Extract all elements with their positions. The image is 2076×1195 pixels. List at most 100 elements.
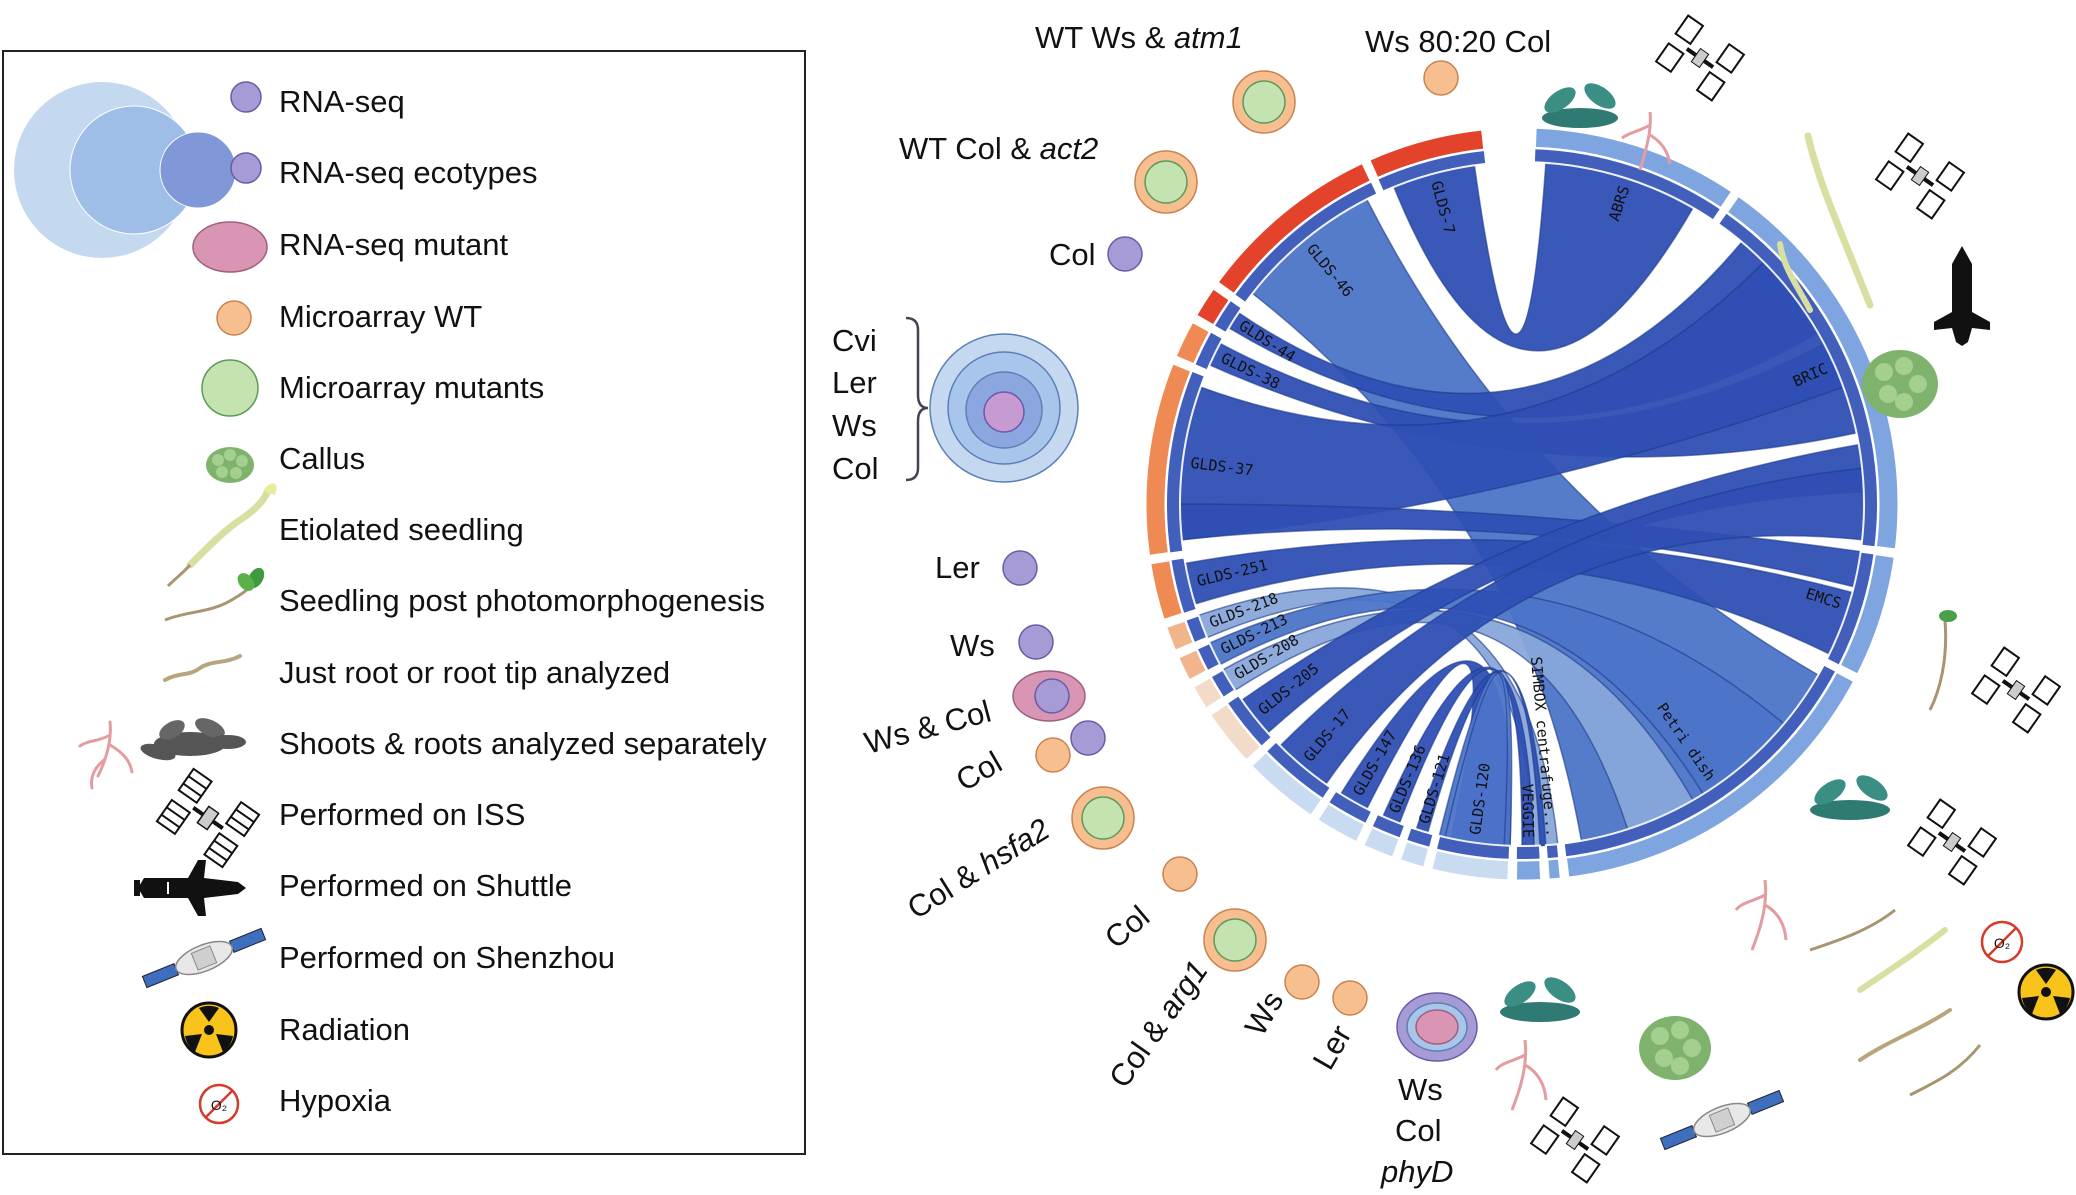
simbox-shenzhou-icon xyxy=(1659,1089,1785,1151)
glds37-line-2: Ws xyxy=(832,408,877,443)
petri-root2-icon xyxy=(1858,1008,1952,1062)
glds251-rnaseq-icon xyxy=(1002,550,1038,586)
legend-label-rnaseq-ecotypes: RNA-seq ecotypes xyxy=(279,155,538,190)
glds46-icon xyxy=(1232,70,1296,134)
sector-rim-glds-251 xyxy=(1169,556,1199,616)
glds213-icon xyxy=(1012,670,1086,722)
bric-etiolated2-icon xyxy=(1777,241,1813,313)
sector-rim-abrs xyxy=(1532,147,1723,222)
glds38-rnaseq-icon xyxy=(1107,236,1143,272)
sector-rim-glds-7 xyxy=(1375,148,1488,193)
sector-rim-glds-147 xyxy=(1326,789,1374,826)
chord-ribbons xyxy=(1179,162,1865,847)
glds208-rnaseq-icon xyxy=(1070,720,1106,756)
pink-ellipse-icon xyxy=(192,221,268,273)
glds44-mutant: act2 xyxy=(1040,131,1099,166)
sector-arc-veggie xyxy=(1513,857,1544,883)
shenzhou-icon xyxy=(141,927,267,989)
bric-etiolated-icon xyxy=(1804,132,1874,309)
glds218-annotation: Ws xyxy=(950,628,995,663)
sector-arc-simbox xyxy=(1545,856,1564,882)
legend-label-microarray-wt: Microarray WT xyxy=(279,299,483,334)
emcs-seedling-icon xyxy=(1928,619,1948,711)
root-icon xyxy=(163,654,242,682)
glds17-annotation: Col xyxy=(1098,899,1156,956)
bric-shuttle-icon xyxy=(1934,246,1990,346)
glds37-line-3: Col xyxy=(832,451,879,486)
petri-seedling1-icon xyxy=(1809,908,1896,952)
legend-label-etiolated: Etiolated seedling xyxy=(279,512,524,547)
sector-rim-glds-213 xyxy=(1195,641,1222,673)
glds46-annotation: WT Ws & atm1 xyxy=(1035,20,1243,55)
glds121-microarray-icon xyxy=(1332,980,1368,1016)
glds37-line-0: Cvi xyxy=(832,323,877,358)
abrs-shoot-icon xyxy=(1542,83,1618,128)
glds120-line-1: Col xyxy=(1395,1113,1442,1148)
glds147-prefix: Col & xyxy=(1102,1005,1179,1094)
radiation-icon xyxy=(180,1001,238,1059)
glds120-mutant: phyD xyxy=(1380,1154,1453,1189)
glds120-iss-icon xyxy=(1529,1096,1621,1184)
sector-rim-veggie xyxy=(1514,844,1542,862)
sector-rim-glds-37 xyxy=(1165,369,1207,555)
hypoxia-icon: O₂ xyxy=(198,1083,240,1125)
emcs-leaf-icon xyxy=(1939,610,1957,622)
abrs-root-icon xyxy=(1621,111,1672,171)
glds205-annotation: Col & hsfa2 xyxy=(901,811,1055,926)
etiolated-seedling-icon xyxy=(166,483,277,588)
glds37-brace xyxy=(905,316,929,482)
glds205-prefix: Col & xyxy=(901,852,991,926)
legend-label-iss: Performed on ISS xyxy=(279,797,526,832)
callus-icon xyxy=(206,447,254,483)
legend-label-shenzhou: Performed on Shenzhou xyxy=(279,940,616,975)
glds7-annotation: Ws 80:20 Col xyxy=(1365,24,1551,59)
sector-rim-petri xyxy=(1562,663,1838,859)
legend-label-rnaseq: RNA-seq xyxy=(279,84,405,119)
petri-shoot-icon xyxy=(1810,775,1890,820)
glds44-icon xyxy=(1134,150,1198,214)
glds251-annotation: Ler xyxy=(935,550,980,585)
glds136-microarray-icon xyxy=(1284,964,1320,1000)
glds120-icon xyxy=(1396,992,1478,1062)
glds218-rnaseq-icon xyxy=(1018,624,1054,660)
glds46-prefix: WT Ws & xyxy=(1035,20,1174,55)
legend-label-radiation: Radiation xyxy=(279,1012,410,1047)
petri-etiolated-icon xyxy=(1857,927,1948,993)
hypoxia-o2-label: O₂ xyxy=(211,1097,227,1113)
nested-circles-icon xyxy=(14,82,237,258)
glds37-line-1: Ler xyxy=(832,365,877,400)
sector-rim-glds-218 xyxy=(1184,614,1209,645)
rnaseq-circle-icon xyxy=(230,81,262,113)
glds208-annotation: Col xyxy=(950,744,1008,798)
legend-box xyxy=(2,50,806,1155)
glds7-microarray-wt-icon xyxy=(1423,60,1459,96)
petri-iss-icon xyxy=(1906,798,1998,886)
glds44-prefix: WT Col & xyxy=(899,131,1040,166)
sector-rim-glds-120 xyxy=(1434,834,1512,861)
shuttle-icon xyxy=(134,860,246,916)
glds147-icon xyxy=(1203,908,1267,972)
glds38-annotation: Col xyxy=(1049,237,1096,272)
glds120-line-0: Ws xyxy=(1398,1072,1443,1107)
sector-rim-glds-46 xyxy=(1232,180,1379,305)
legend-label-shuttle: Performed on Shuttle xyxy=(279,868,572,903)
glds37-ecotypes-icon xyxy=(929,333,1079,483)
sector-rim-bric xyxy=(1716,210,1879,549)
simbox-callus-icon xyxy=(1639,1016,1711,1080)
abrs-iss-icon xyxy=(1654,14,1746,102)
glds213-annotation: Ws & Col xyxy=(861,694,995,761)
hardware-icons: O₂ xyxy=(1494,14,2075,1184)
iss-icon xyxy=(155,767,261,869)
glds147-annotation: Col & arg1 xyxy=(1102,954,1215,1094)
glds205-mutant: hsfa2 xyxy=(973,811,1056,881)
glds121-annotation: Ler xyxy=(1306,1019,1359,1075)
legend-label-callus: Callus xyxy=(279,441,366,476)
glds136-annotation: Ws xyxy=(1238,985,1291,1041)
chord-arcs xyxy=(1143,125,1901,883)
sector-rim-glds-121 xyxy=(1404,826,1435,850)
petri-radiation-icon xyxy=(2017,963,2075,1021)
legend-label-shoots-roots: Shoots & roots analyzed separately xyxy=(279,726,767,761)
sector-rim-simbox xyxy=(1544,843,1561,861)
